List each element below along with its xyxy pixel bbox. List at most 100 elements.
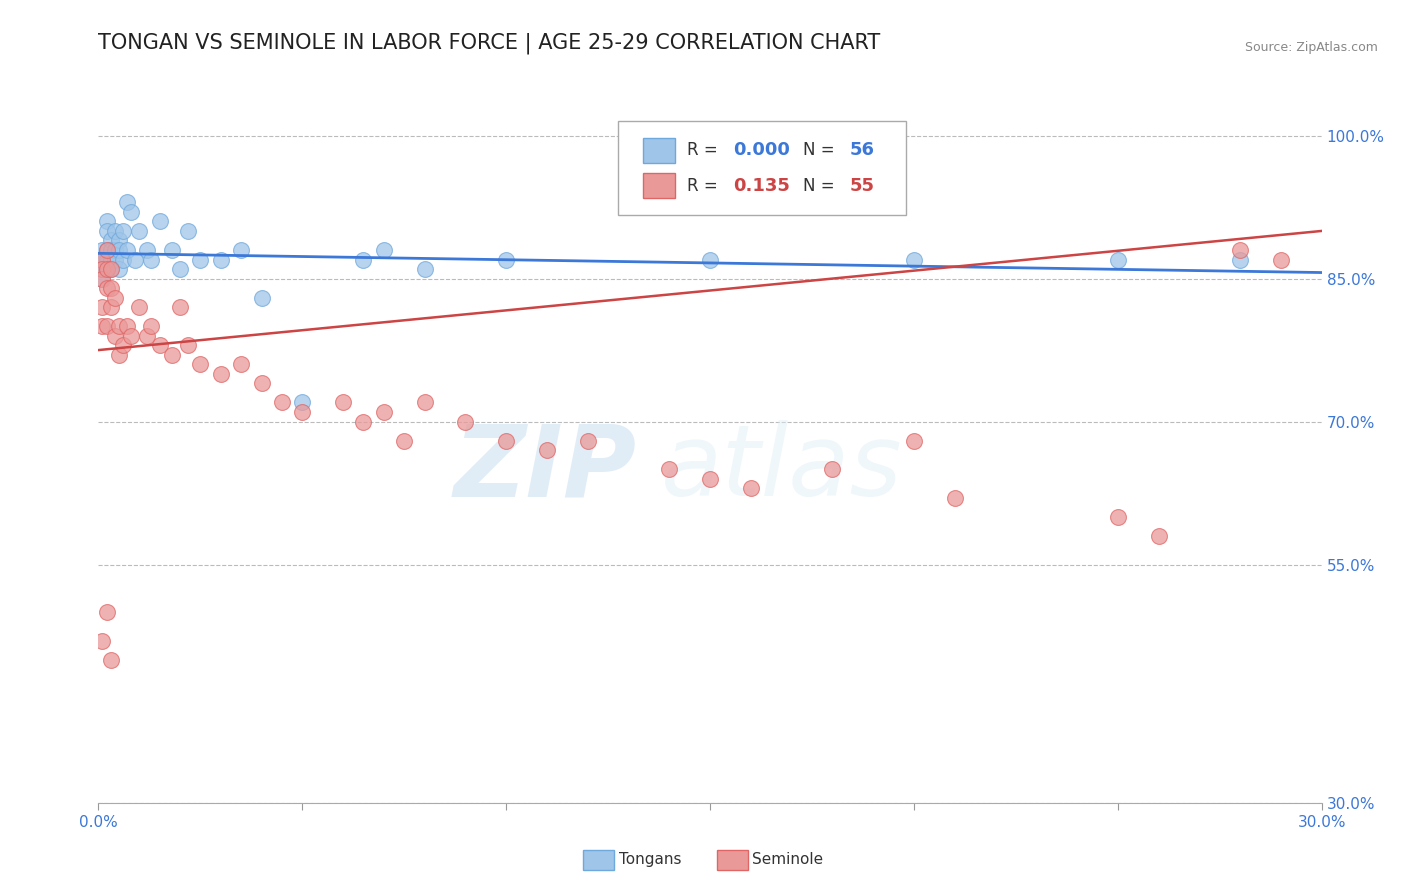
Point xyxy=(1229,252,1251,267)
Point xyxy=(91,633,114,648)
Text: 0.000: 0.000 xyxy=(734,141,790,159)
Text: Tongans: Tongans xyxy=(619,853,681,867)
Point xyxy=(903,252,925,267)
Point xyxy=(209,367,232,381)
Point xyxy=(100,653,122,667)
FancyBboxPatch shape xyxy=(619,121,905,215)
Point xyxy=(115,319,138,334)
Point xyxy=(373,405,395,419)
Text: 56: 56 xyxy=(849,141,875,159)
Point xyxy=(270,395,294,409)
Point xyxy=(136,328,159,343)
Point xyxy=(392,434,416,448)
Point xyxy=(108,348,131,362)
Point xyxy=(495,434,517,448)
Point xyxy=(250,291,273,305)
Point xyxy=(576,434,599,448)
Point xyxy=(658,462,681,476)
Point xyxy=(96,262,118,277)
Point xyxy=(209,252,232,267)
Point xyxy=(821,462,844,476)
Point xyxy=(120,205,142,219)
Point xyxy=(111,252,134,267)
Text: N =: N = xyxy=(803,177,839,194)
Point xyxy=(291,395,314,409)
Point xyxy=(100,281,122,295)
Bar xyxy=(643,137,675,162)
Point xyxy=(413,395,436,409)
Point xyxy=(91,262,114,277)
Point xyxy=(943,491,966,505)
Point xyxy=(536,443,558,458)
Text: 0.135: 0.135 xyxy=(734,177,790,194)
Point xyxy=(332,395,354,409)
Point xyxy=(91,271,114,285)
Point xyxy=(160,243,183,257)
Point xyxy=(149,214,172,228)
Point xyxy=(141,319,163,334)
Point xyxy=(115,243,138,257)
Point xyxy=(1107,509,1129,524)
Point xyxy=(699,472,721,486)
Point xyxy=(128,224,150,238)
Text: R =: R = xyxy=(686,141,723,159)
Point xyxy=(128,300,150,314)
Point xyxy=(1107,252,1129,267)
Point xyxy=(699,252,721,267)
Point xyxy=(108,262,131,277)
Point xyxy=(96,262,118,277)
Point xyxy=(115,195,138,210)
Point xyxy=(120,328,142,343)
Text: TONGAN VS SEMINOLE IN LABOR FORCE | AGE 25-29 CORRELATION CHART: TONGAN VS SEMINOLE IN LABOR FORCE | AGE … xyxy=(98,32,880,54)
Point xyxy=(91,262,114,277)
Point xyxy=(177,338,200,352)
Point xyxy=(104,252,127,267)
Point xyxy=(96,214,118,228)
Point xyxy=(188,357,212,371)
Text: ZIP: ZIP xyxy=(454,420,637,517)
Point xyxy=(149,338,172,352)
Point xyxy=(108,234,131,248)
Text: 55: 55 xyxy=(849,177,875,194)
Point xyxy=(124,252,146,267)
Point xyxy=(231,243,253,257)
Point xyxy=(1147,529,1170,543)
Point xyxy=(250,376,273,391)
Point xyxy=(91,252,114,267)
Point xyxy=(100,262,122,277)
Point xyxy=(169,300,191,314)
Point xyxy=(104,328,127,343)
Point xyxy=(740,481,762,495)
Point xyxy=(188,252,212,267)
Point xyxy=(91,300,114,314)
Text: Source: ZipAtlas.com: Source: ZipAtlas.com xyxy=(1244,40,1378,54)
Text: atlas: atlas xyxy=(661,420,903,517)
Point xyxy=(231,357,253,371)
Point xyxy=(160,348,183,362)
Point xyxy=(104,291,127,305)
Point xyxy=(1229,243,1251,257)
Point xyxy=(91,252,114,267)
Point xyxy=(177,224,200,238)
Point xyxy=(291,405,314,419)
Point xyxy=(111,224,134,238)
Point xyxy=(903,434,925,448)
Text: Seminole: Seminole xyxy=(752,853,824,867)
Point xyxy=(96,243,118,257)
Point xyxy=(141,252,163,267)
Point xyxy=(111,338,134,352)
Point xyxy=(104,224,127,238)
Point xyxy=(104,243,127,257)
Point xyxy=(100,300,122,314)
Point xyxy=(91,271,114,285)
Point xyxy=(96,605,118,619)
Point xyxy=(96,224,118,238)
Text: N =: N = xyxy=(803,141,839,159)
Point xyxy=(495,252,517,267)
Point xyxy=(91,243,114,257)
Bar xyxy=(643,173,675,198)
Point xyxy=(169,262,191,277)
Point xyxy=(1270,252,1292,267)
Point xyxy=(352,252,374,267)
Point xyxy=(100,252,122,267)
